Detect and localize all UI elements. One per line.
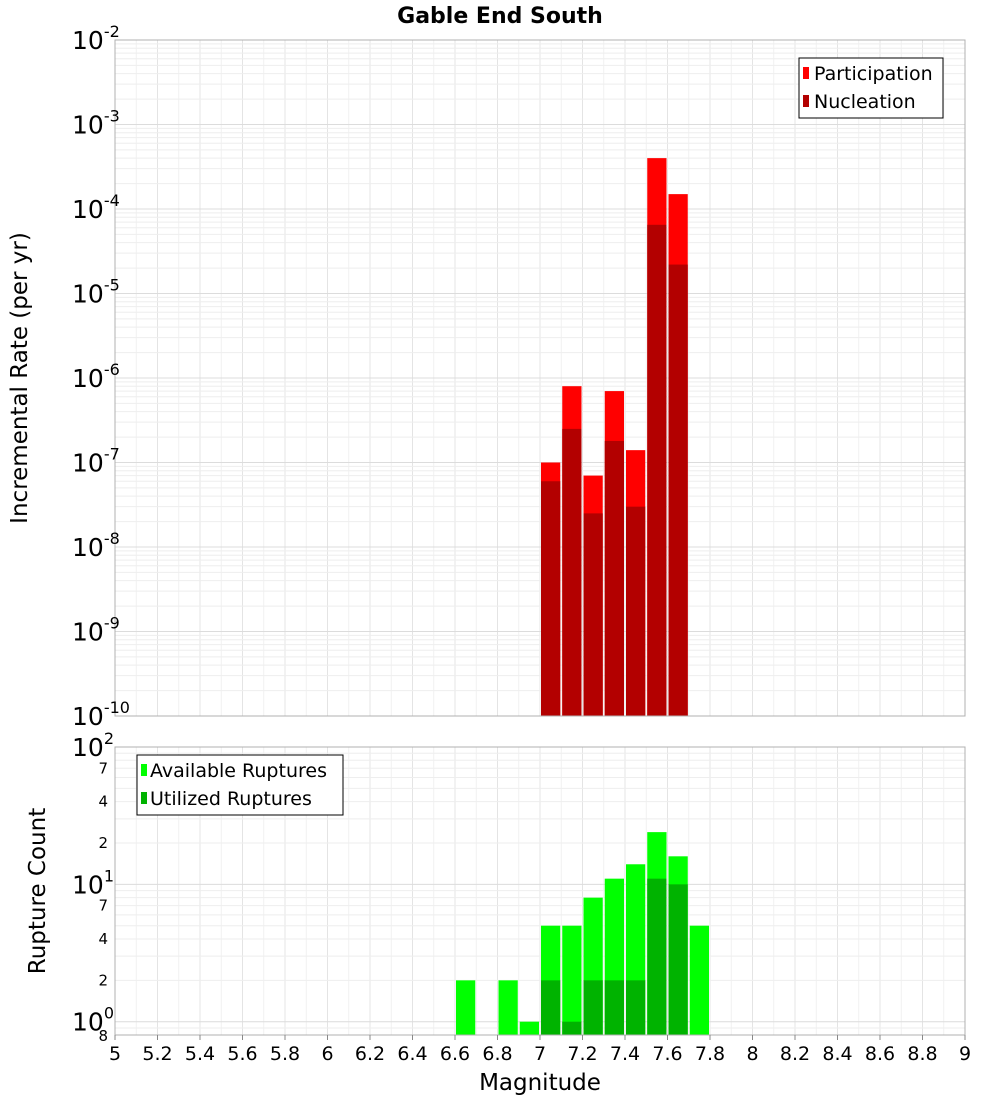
- nucleation-bar: [668, 264, 688, 716]
- x-tick-label: 8: [746, 1043, 758, 1065]
- nucleation-bar: [626, 506, 646, 716]
- top-bars: [541, 158, 688, 717]
- available-ruptures-bar: [519, 1021, 539, 1035]
- legend-swatch-nucleation: [803, 95, 809, 107]
- top-y-tick-label: 10-9: [72, 614, 120, 647]
- x-tick-label: 7.6: [652, 1043, 682, 1065]
- utilized-ruptures-bar: [583, 980, 603, 1035]
- top-y-tick-label: 10-4: [72, 191, 120, 224]
- top-y-tick-label: 10-7: [72, 445, 120, 478]
- bottom-legend-box: [136, 754, 344, 816]
- x-tick-label: 5.4: [185, 1043, 215, 1065]
- x-tick-label: 5.8: [270, 1043, 300, 1065]
- top-y-tick-label: 10-2: [72, 22, 120, 55]
- legend-label-participation: Participation: [814, 63, 933, 85]
- x-tick-label: 9: [959, 1043, 971, 1065]
- legend-label-available: Available Ruptures: [150, 760, 327, 782]
- x-axis-label: Magnitude: [479, 1070, 601, 1096]
- nucleation-bar: [583, 513, 603, 716]
- x-tick-label: 6.4: [397, 1043, 427, 1065]
- bottom-panel: 100 101 102 8 2 4 7 2 4 7 5 5.2 5.4 5.6 5.8 6 6.2 6.4 6.6…: [25, 729, 971, 1096]
- x-tick-label: 5: [109, 1043, 121, 1065]
- x-tick-label: 7.4: [610, 1043, 640, 1065]
- bottom-bars: [456, 832, 709, 1035]
- nucleation-bar: [562, 428, 582, 716]
- top-y-tick-label: 10-10: [72, 698, 130, 731]
- bottom-y-minor-tick-label: 8: [98, 1027, 108, 1045]
- top-legend: Participation Nucleation: [798, 57, 944, 119]
- available-ruptures-bar: [456, 980, 476, 1035]
- x-tick-label: 6: [321, 1043, 333, 1065]
- bottom-y-axis-label: Rupture Count: [25, 808, 51, 974]
- legend-swatch-utilized: [141, 792, 147, 804]
- top-y-tick-label: 10-3: [72, 107, 120, 140]
- utilized-ruptures-bar: [626, 980, 646, 1035]
- bottom-y-minor-tick-label: 7: [98, 759, 108, 777]
- utilized-ruptures-bar: [562, 1021, 582, 1035]
- available-ruptures-bar: [689, 925, 709, 1035]
- top-grid: [114, 39, 966, 717]
- bottom-legend: Available Ruptures Utilized Ruptures: [136, 754, 344, 816]
- legend-swatch-available: [141, 764, 147, 776]
- bottom-y-tick-label: 102: [72, 729, 114, 762]
- bottom-y-minor-tick-label: 2: [98, 971, 108, 989]
- top-legend-box: [798, 57, 944, 119]
- top-y-tick-label: 10-6: [72, 360, 120, 393]
- top-y-axis-label: Incremental Rate (per yr): [7, 232, 33, 524]
- utilized-ruptures-bar: [647, 878, 667, 1035]
- legend-label-nucleation: Nucleation: [814, 91, 916, 113]
- legend-swatch-participation: [803, 67, 809, 79]
- x-tick-label: 7.8: [695, 1043, 725, 1065]
- x-tick-label: 8.2: [780, 1043, 810, 1065]
- utilized-ruptures-bar: [604, 980, 624, 1035]
- available-ruptures-bar: [562, 925, 582, 1035]
- bottom-y-minor-tick-label: 2: [98, 834, 108, 852]
- bottom-y-minor-tick-label: 7: [98, 897, 108, 915]
- top-y-ticks: 10-10 10-9 10-8 10-7 10-6 10-5 10-4 10-3 10-2: [72, 22, 130, 731]
- x-tick-label: 8.6: [865, 1043, 895, 1065]
- x-ticks: 5 5.2 5.4 5.6 5.8 6 6.2 6.4 6.6 6.8 7 7.2 7.4 7.6 7.8 8…: [109, 1035, 971, 1065]
- x-tick-label: 7.2: [567, 1043, 597, 1065]
- nucleation-bar: [604, 440, 624, 716]
- available-ruptures-bar: [498, 980, 518, 1035]
- utilized-ruptures-bar: [668, 884, 688, 1035]
- x-tick-label: 7: [534, 1043, 546, 1065]
- bottom-y-tick-label: 100: [72, 1004, 114, 1037]
- nucleation-bar: [647, 224, 667, 716]
- bottom-grid: [114, 746, 966, 1036]
- x-tick-label: 6.6: [440, 1043, 470, 1065]
- bottom-y-minor-tick-label: 4: [98, 793, 108, 811]
- x-tick-label: 6.2: [355, 1043, 385, 1065]
- x-tick-label: 5.2: [142, 1043, 172, 1065]
- x-tick-label: 8.4: [822, 1043, 852, 1065]
- top-y-tick-label: 10-8: [72, 529, 120, 562]
- top-y-tick-label: 10-5: [72, 276, 120, 309]
- bottom-y-ticks: 100 101 102 8 2 4 7 2 4 7: [72, 729, 114, 1045]
- x-tick-label: 6.8: [482, 1043, 512, 1065]
- bottom-y-tick-label: 101: [72, 866, 114, 899]
- x-tick-label: 8.8: [907, 1043, 937, 1065]
- legend-label-utilized: Utilized Ruptures: [150, 788, 312, 810]
- top-panel: 10-10 10-9 10-8 10-7 10-6 10-5 10-4 10-3 10-2 In…: [7, 22, 966, 731]
- utilized-ruptures-bar: [541, 980, 561, 1035]
- bottom-y-minor-tick-label: 4: [98, 930, 108, 948]
- top-plot-frame: [114, 39, 966, 717]
- chart-title: Gable End South: [397, 4, 603, 29]
- x-tick-label: 5.6: [227, 1043, 257, 1065]
- nucleation-bar: [541, 481, 561, 716]
